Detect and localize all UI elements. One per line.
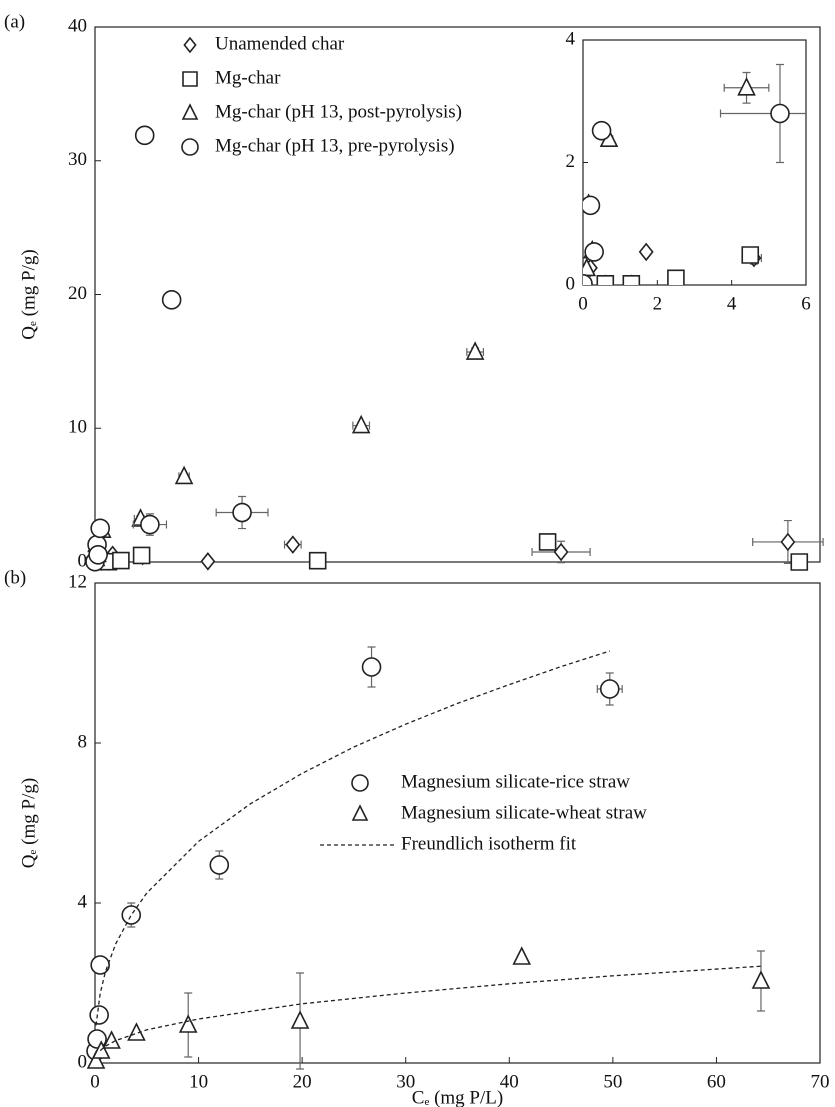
marker <box>200 552 216 571</box>
inset: 0 2 4 0 2 4 6 <box>566 28 811 314</box>
y-tick-label: 12 <box>68 571 87 592</box>
y-tick-label: 30 <box>68 149 87 170</box>
x-tick-label: 30 <box>396 1071 415 1092</box>
marker <box>285 535 301 554</box>
legend-marker <box>181 103 199 120</box>
marker <box>741 246 760 264</box>
marker <box>112 551 130 570</box>
marker <box>232 502 252 523</box>
legend-marker <box>351 804 369 821</box>
marker <box>161 290 182 310</box>
y-tick-label: 0 <box>78 1051 88 1072</box>
marker <box>583 273 593 285</box>
y-tick-label: 0 <box>78 550 88 571</box>
legend-label: Magnesium silicate-wheat straw <box>401 802 647 823</box>
marker <box>780 532 796 552</box>
marker <box>599 679 620 699</box>
legend-marker <box>182 71 198 87</box>
marker <box>751 970 771 989</box>
marker <box>127 1022 146 1041</box>
marker <box>553 542 569 562</box>
marker <box>178 1014 198 1033</box>
marker <box>638 242 654 262</box>
x-tick-label: 0 <box>578 293 588 314</box>
marker <box>132 546 151 565</box>
marker <box>667 269 685 285</box>
marker <box>88 544 108 565</box>
y-axis-title: Qₑ (mg P/g) <box>18 249 39 339</box>
x-tick-label: 60 <box>707 1071 726 1092</box>
x-tick-label: 4 <box>727 293 737 314</box>
legend-marker <box>351 774 369 792</box>
marker <box>591 120 612 141</box>
y-axis-title: Qₑ (mg P/g) <box>18 778 39 868</box>
marker <box>596 274 615 285</box>
marker <box>90 955 110 975</box>
marker <box>583 195 601 216</box>
marker <box>770 103 790 124</box>
legend-marker <box>183 36 197 54</box>
legend-label: Unamended char <box>215 33 345 54</box>
legend-label: Freundlich isotherm fit <box>401 833 577 854</box>
plot-frame <box>582 39 807 286</box>
x-tick-label: 20 <box>293 1071 312 1092</box>
marker <box>584 242 604 262</box>
marker <box>209 855 230 875</box>
y-tick-label: 4 <box>566 28 576 49</box>
marker <box>361 657 382 677</box>
y-tick-label: 2 <box>566 151 576 172</box>
legend-marker <box>181 138 199 156</box>
y-tick-label: 4 <box>78 891 88 912</box>
panel-label: (a) <box>4 11 25 32</box>
y-tick-label: 8 <box>78 731 88 752</box>
x-tick-label: 70 <box>811 1071 830 1092</box>
marker <box>351 414 371 434</box>
marker <box>102 1030 121 1049</box>
marker <box>89 1005 109 1025</box>
marker <box>290 1010 310 1029</box>
legend-label: Mg-char <box>215 67 281 88</box>
marker <box>538 533 557 551</box>
x-axis-title: Cₑ (mg P/L) <box>412 1087 503 1107</box>
marker <box>622 274 641 285</box>
legend-label: Mg-char (pH 13, pre-pyrolysis) <box>215 135 455 156</box>
legend-label: Mg-char (pH 13, post-pyrolysis) <box>215 101 462 122</box>
legend-label: Magnesium silicate-rice straw <box>401 771 630 792</box>
marker <box>134 125 155 146</box>
x-tick-label: 2 <box>653 293 663 314</box>
marker <box>737 76 756 96</box>
marker <box>790 553 809 571</box>
y-tick-label: 10 <box>68 417 87 438</box>
inset-plot <box>583 63 806 285</box>
fit-line <box>95 650 762 1052</box>
x-tick-label: 50 <box>603 1071 622 1092</box>
y-tick-label: 40 <box>68 15 87 36</box>
panel-label: (b) <box>4 567 26 588</box>
marker <box>308 551 327 570</box>
x-tick-label: 10 <box>189 1071 208 1092</box>
marker <box>90 518 110 539</box>
plot-frame <box>94 582 821 1064</box>
y-tick-label: 0 <box>566 273 576 294</box>
y-tick-label: 20 <box>68 283 87 304</box>
marker <box>140 514 160 535</box>
x-tick-label: 6 <box>801 293 811 314</box>
marker <box>512 946 532 965</box>
marker <box>121 905 142 925</box>
x-tick-label: 0 <box>90 1071 100 1092</box>
marker <box>86 1050 106 1069</box>
marker <box>465 341 485 360</box>
marker <box>174 465 194 485</box>
x-tick-label: 40 <box>500 1071 519 1092</box>
